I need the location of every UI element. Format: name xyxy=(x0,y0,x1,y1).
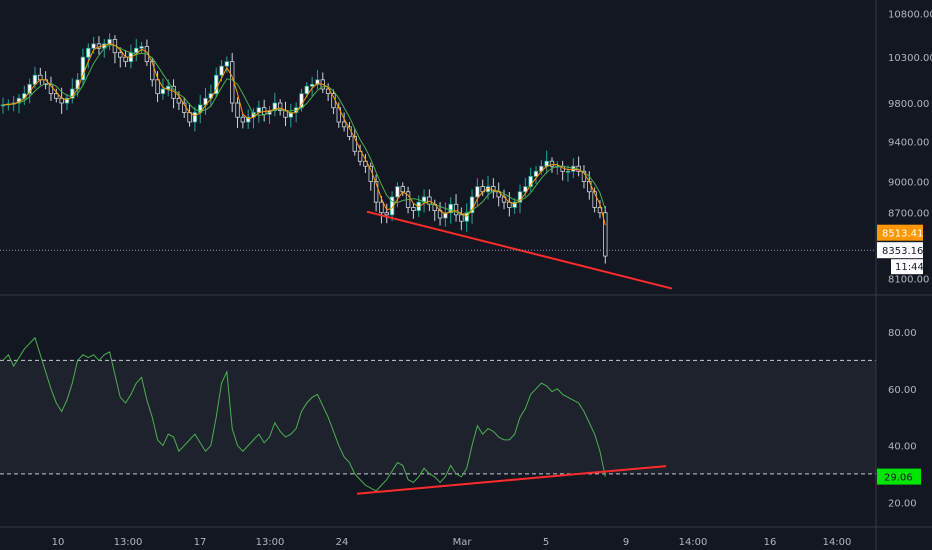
candle-body xyxy=(475,186,480,198)
candle-body xyxy=(448,203,453,214)
candle-body xyxy=(587,181,592,193)
candle-body xyxy=(517,191,523,203)
candle-body xyxy=(523,186,528,193)
time-axis-tick-label: 5 xyxy=(543,537,549,548)
time-axis-tick-label: 17 xyxy=(194,537,207,548)
candle-body xyxy=(150,61,155,81)
candle-body xyxy=(54,93,59,99)
price-axis-tick-label: 8100.00 xyxy=(888,275,929,286)
candle-body xyxy=(107,39,112,45)
candle-body xyxy=(155,79,160,95)
moving-average-layer xyxy=(2,43,606,226)
candle-body xyxy=(86,47,91,58)
price-axis-tick-label: 8700.00 xyxy=(888,209,929,220)
candle-body xyxy=(592,191,597,208)
rsi-value-tag xyxy=(877,468,921,485)
candle-body xyxy=(315,79,320,85)
candle-body xyxy=(224,61,230,67)
candle-body xyxy=(384,212,389,216)
candle-body xyxy=(549,160,555,167)
candle-body xyxy=(192,112,198,123)
candle-body xyxy=(288,112,294,118)
time-axis-tick-label: 24 xyxy=(336,537,349,548)
candle-body xyxy=(134,47,139,54)
last-price-tag xyxy=(877,224,923,241)
candle-body xyxy=(395,186,400,198)
candles-layer xyxy=(0,33,608,264)
candle-body xyxy=(533,170,539,177)
candle-body xyxy=(603,212,608,257)
rsi-axis-tick-label: 40.00 xyxy=(888,442,917,453)
candle-body xyxy=(400,186,405,193)
candle-body xyxy=(443,212,448,219)
candle-body xyxy=(245,116,251,123)
rsi-line xyxy=(2,336,606,492)
candle-body xyxy=(48,84,54,95)
candle-body xyxy=(459,214,464,222)
candle-body xyxy=(373,181,379,203)
candle-body xyxy=(91,43,96,49)
rsi-layer xyxy=(2,336,606,492)
rsi-band-layer xyxy=(0,359,876,475)
candle-body xyxy=(277,102,283,111)
candle-body xyxy=(565,170,571,173)
last-price-value: 8513.41 xyxy=(882,229,923,240)
time-axis-tick-label: 14:00 xyxy=(679,537,708,548)
rsi-value-text: 29.06 xyxy=(884,473,913,484)
rsi-axis-tick-label: 20.00 xyxy=(888,498,917,509)
candle-body xyxy=(80,56,86,81)
price-axis-tick-label: 9800.00 xyxy=(888,99,929,110)
countdown-tag xyxy=(891,259,923,275)
time-axis-tick-label: 13:00 xyxy=(114,537,143,548)
candle-body xyxy=(304,85,310,95)
candle-body xyxy=(341,121,347,128)
price-axis-tick-label: 10800.00 xyxy=(888,9,932,20)
candle-body xyxy=(453,203,459,216)
time-axis-tick-label: Mar xyxy=(453,537,473,548)
candle-body xyxy=(235,102,240,118)
candle-body xyxy=(379,201,384,214)
candle-body xyxy=(464,212,469,222)
candle-body xyxy=(309,84,315,87)
candle-body xyxy=(411,207,416,211)
rsi-trendline[interactable] xyxy=(356,465,667,495)
candle-body xyxy=(272,102,278,111)
candle-body xyxy=(219,65,224,76)
countdown-value: 11:44 xyxy=(895,262,924,273)
candle-body xyxy=(160,88,166,95)
candle-body xyxy=(118,52,123,58)
candle-body xyxy=(123,56,128,63)
candle-body xyxy=(166,85,171,90)
candle-body xyxy=(528,175,533,188)
rsi-axis-tick-label: 60.00 xyxy=(888,385,917,396)
crosshair-price-tag xyxy=(877,242,923,259)
candle-body xyxy=(512,201,517,208)
time-axis-tick-label: 9 xyxy=(623,537,629,548)
price-axis-tick-label: 9000.00 xyxy=(888,177,929,188)
moving-average-fast-line xyxy=(2,43,606,226)
time-axis-tick-label: 14:00 xyxy=(823,537,852,548)
candle-body xyxy=(469,196,475,214)
candle-body xyxy=(240,116,246,123)
candle-body xyxy=(357,150,363,162)
time-axis-tick-label: 16 xyxy=(764,537,777,548)
candle-body xyxy=(139,46,144,49)
candle-body xyxy=(38,74,43,81)
rsi-band xyxy=(0,360,876,474)
candle-body xyxy=(352,136,357,152)
tag-layer: 8513.41 8353.16 11:44 29.06 xyxy=(0,224,924,485)
time-axis-tick-label: 13:00 xyxy=(256,537,285,548)
candle-body xyxy=(64,97,70,104)
price-axis-tick-label: 10300.00 xyxy=(888,53,932,64)
rsi-axis-tick-label: 80.00 xyxy=(888,328,917,339)
crosshair-price-value: 8353.16 xyxy=(882,246,923,257)
price-axis-tick-label: 9400.00 xyxy=(888,137,929,148)
candle-body xyxy=(176,97,182,104)
time-axis-tick-label: 10 xyxy=(52,537,65,548)
candle-body xyxy=(187,112,192,123)
moving-average-slow-line xyxy=(2,44,606,215)
